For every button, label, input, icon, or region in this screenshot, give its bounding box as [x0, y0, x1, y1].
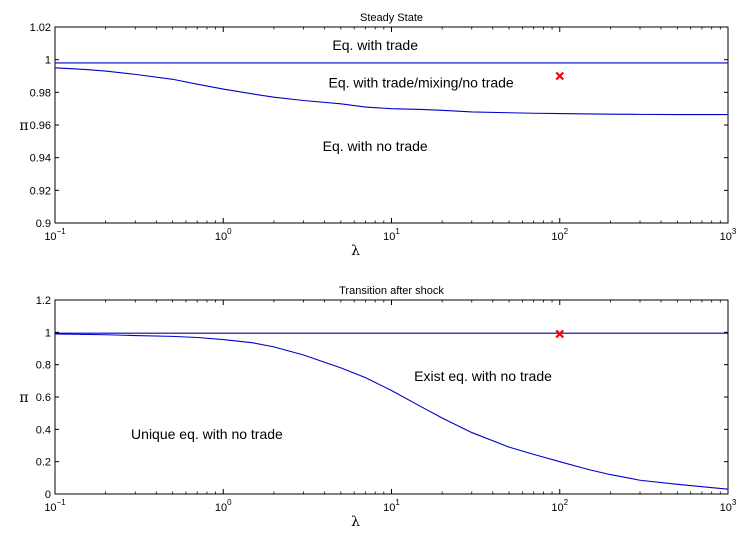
red-x-marker [555, 71, 565, 81]
y-tick-label: 0.8 [36, 360, 51, 372]
x-tick-exponent: 1 [395, 227, 400, 236]
y-axis-label: π [19, 390, 28, 406]
x-tick-base: 10 [44, 502, 56, 514]
x-tick-exponent: −1 [57, 498, 67, 507]
x-tick-base: 10 [383, 231, 395, 243]
transition-panel: Transition after shock 0 0.2 0.4 0.6 0.8 1 1.2 1… [19, 285, 736, 530]
y-tick-label: 1.2 [36, 295, 51, 307]
x-tick-exponent: 3 [732, 498, 736, 507]
series-line-1 [54, 67, 728, 116]
x-tick-base: 10 [383, 502, 395, 514]
y-tick-label: 0.98 [30, 87, 51, 99]
x-tick-label: 101 [383, 227, 400, 243]
x-tick-label: 10−1 [44, 227, 66, 243]
y-tick-label: 0.6 [36, 392, 51, 404]
x-tick-label: 100 [215, 227, 232, 243]
marker-stroke [555, 329, 565, 339]
marker-stroke [555, 71, 565, 81]
series-line-1 [54, 333, 729, 490]
x-tick-exponent: 1 [395, 498, 400, 507]
x-tick-label: 10−1 [44, 498, 66, 514]
x-tick-label: 103 [720, 498, 736, 514]
y-axis-label: π [19, 118, 28, 134]
y-tick-label: 1 [45, 327, 51, 339]
steady-state-panel: Steady State0.90.920.940.960.9811.0210−1… [19, 12, 736, 259]
x-tick-label: 102 [551, 498, 568, 514]
x-tick-base: 10 [215, 502, 227, 514]
x-tick-base: 10 [551, 502, 563, 514]
chart-title: Steady State [360, 12, 423, 24]
x-axis-label: λ [351, 243, 360, 259]
plot-frame [54, 26, 729, 224]
annotation: Exist eq. with no trade [414, 368, 552, 384]
x-tick-exponent: 2 [564, 498, 569, 507]
y-tick-label: 0.4 [36, 424, 51, 436]
chart-title: Transition after shock [339, 285, 444, 297]
y-tick-label: 0 [45, 489, 51, 501]
x-tick-exponent: 3 [732, 227, 736, 236]
x-tick-base: 10 [215, 231, 227, 243]
x-tick-exponent: −1 [57, 227, 67, 236]
y-tick-label: 0.96 [30, 120, 51, 132]
annotation: Eq. with trade [332, 37, 418, 53]
annotation: Eq. with no trade [323, 138, 428, 154]
x-tick-exponent: 0 [227, 498, 232, 507]
x-tick-label: 101 [383, 498, 400, 514]
x-tick-base: 10 [44, 231, 56, 243]
y-tick-label: 0.2 [36, 457, 51, 469]
plot-frame [54, 299, 729, 495]
y-tick-label: 1.02 [30, 22, 51, 34]
y-tick-label: 0.9 [36, 218, 51, 230]
y-tick-label: 0.92 [30, 185, 51, 197]
x-tick-base: 10 [720, 231, 732, 243]
x-tick-exponent: 0 [227, 227, 232, 236]
x-tick-label: 103 [720, 227, 736, 243]
x-tick-exponent: 2 [564, 227, 569, 236]
x-tick-base: 10 [720, 502, 732, 514]
annotation: Unique eq. with no trade [131, 426, 283, 442]
y-tick-label: 1 [45, 55, 51, 67]
red-x-marker [555, 329, 565, 339]
x-axis-label: λ [351, 514, 360, 530]
x-tick-label: 102 [551, 227, 568, 243]
annotation: Eq. with trade/mixing/no trade [329, 74, 514, 90]
y-tick-label: 0.94 [30, 153, 51, 165]
x-tick-base: 10 [551, 231, 563, 243]
x-tick-label: 100 [215, 498, 232, 514]
